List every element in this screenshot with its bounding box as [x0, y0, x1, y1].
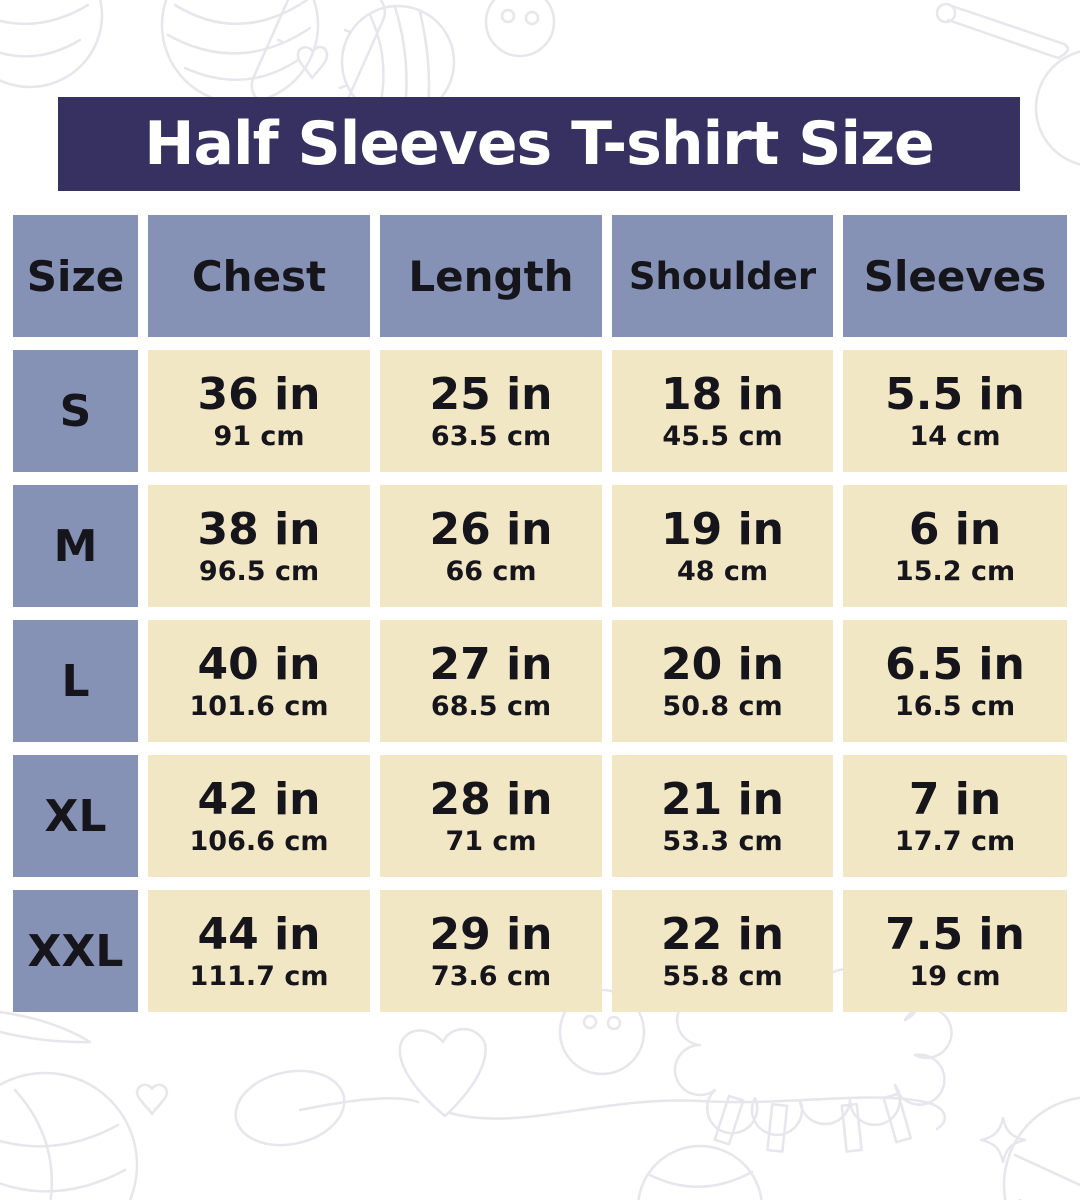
header-length: Length: [380, 215, 602, 337]
value-cm: 14 cm: [909, 420, 1001, 452]
knitting-needle-icon: [0, 1010, 92, 1044]
value-cm: 91 cm: [213, 420, 305, 452]
page-title: Half Sleeves T-shirt Size: [144, 109, 934, 179]
value-inches: 28 in: [429, 774, 553, 826]
header-chest: Chest: [148, 215, 370, 337]
cell-xxl-shoulder: 22 in 55.8 cm: [612, 890, 833, 1012]
value-cm: 53.3 cm: [662, 825, 783, 857]
yarn-ball-icon: [1002, 1096, 1080, 1200]
value-cm: 48 cm: [676, 555, 769, 587]
header-shoulder: Shoulder: [612, 215, 833, 337]
value-inches: 29 in: [429, 909, 553, 961]
value-cm: 63.5 cm: [430, 420, 552, 452]
cell-xl-length: 28 in 71 cm: [380, 755, 602, 877]
value-inches: 18 in: [661, 369, 784, 421]
value-cm: 71 cm: [445, 825, 537, 857]
cell-l-sleeves: 6.5 in 16.5 cm: [843, 620, 1067, 742]
value-inches: 26 in: [429, 504, 553, 556]
size-label-m: M: [13, 485, 138, 607]
value-inches: 40 in: [197, 639, 321, 691]
cell-s-length: 25 in 63.5 cm: [380, 350, 602, 472]
size-table: Size Chest Length Shoulder Sleeves S 36 …: [13, 215, 1067, 1012]
value-cm: 19 cm: [909, 960, 1001, 992]
cell-s-sleeves: 5.5 in 14 cm: [843, 350, 1067, 472]
size-label-s: S: [13, 350, 138, 472]
value-cm: 45.5 cm: [662, 420, 783, 452]
size-label-xl: XL: [13, 755, 138, 877]
header-size: Size: [13, 215, 138, 337]
heart-string-icon: [298, 1028, 947, 1131]
header-sleeves: Sleeves: [843, 215, 1067, 337]
yarn-ball-icon: [637, 1144, 763, 1200]
value-inches: 44 in: [197, 909, 321, 961]
heart-icon: [135, 1083, 169, 1116]
sparkle-icon: [979, 1116, 1027, 1164]
value-cm: 15.2 cm: [894, 555, 1016, 587]
value-cm: 66 cm: [445, 555, 537, 587]
safety-pin-icon: [935, 2, 1070, 60]
value-inches: 5.5 in: [885, 369, 1025, 421]
value-cm: 17.7 cm: [894, 825, 1016, 857]
yarn-ball-icon: [0, 0, 104, 89]
value-cm: 68.5 cm: [430, 690, 552, 722]
value-inches: 7 in: [908, 774, 1002, 826]
value-inches: 19 in: [661, 504, 784, 556]
cell-l-shoulder: 20 in 50.8 cm: [612, 620, 833, 742]
value-inches: 20 in: [661, 639, 784, 691]
yarn-ball-icon: [0, 1071, 139, 1200]
cell-xl-shoulder: 21 in 53.3 cm: [612, 755, 833, 877]
value-cm: 106.6 cm: [189, 825, 329, 857]
cell-m-chest: 38 in 96.5 cm: [148, 485, 370, 607]
size-label-xxl: XXL: [13, 890, 138, 1012]
cell-m-length: 26 in 66 cm: [380, 485, 602, 607]
value-inches: 27 in: [429, 639, 553, 691]
value-inches: 7.5 in: [885, 909, 1025, 961]
value-cm: 96.5 cm: [198, 555, 320, 587]
cell-l-length: 27 in 68.5 cm: [380, 620, 602, 742]
cell-m-sleeves: 6 in 15.2 cm: [843, 485, 1067, 607]
value-cm: 16.5 cm: [894, 690, 1016, 722]
value-cm: 111.7 cm: [189, 960, 329, 992]
value-inches: 38 in: [197, 504, 321, 556]
cell-l-chest: 40 in 101.6 cm: [148, 620, 370, 742]
value-inches: 22 in: [661, 909, 784, 961]
cell-xl-chest: 42 in 106.6 cm: [148, 755, 370, 877]
value-inches: 6.5 in: [885, 639, 1025, 691]
value-inches: 6 in: [908, 504, 1002, 556]
cell-s-chest: 36 in 91 cm: [148, 350, 370, 472]
value-inches: 36 in: [197, 369, 321, 421]
title-banner: Half Sleeves T-shirt Size: [58, 97, 1020, 191]
size-label-l: L: [13, 620, 138, 742]
value-inches: 25 in: [429, 369, 553, 421]
yarn-ball-icon: [160, 0, 320, 105]
value-inches: 21 in: [661, 774, 784, 826]
cell-xxl-chest: 44 in 111.7 cm: [148, 890, 370, 1012]
button-icon: [1034, 50, 1080, 166]
cell-xxl-sleeves: 7.5 in 19 cm: [843, 890, 1067, 1012]
value-cm: 101.6 cm: [189, 690, 329, 722]
value-cm: 55.8 cm: [662, 960, 783, 992]
spool-icon: [234, 1069, 346, 1147]
value-inches: 42 in: [197, 774, 321, 826]
cell-m-shoulder: 19 in 48 cm: [612, 485, 833, 607]
cell-xxl-length: 29 in 73.6 cm: [380, 890, 602, 1012]
cell-xl-sleeves: 7 in 17.7 cm: [843, 755, 1067, 877]
value-cm: 73.6 cm: [430, 960, 552, 992]
value-cm: 50.8 cm: [662, 690, 783, 722]
button-icon: [484, 0, 556, 58]
button-icon: [558, 988, 646, 1076]
cell-s-shoulder: 18 in 45.5 cm: [612, 350, 833, 472]
